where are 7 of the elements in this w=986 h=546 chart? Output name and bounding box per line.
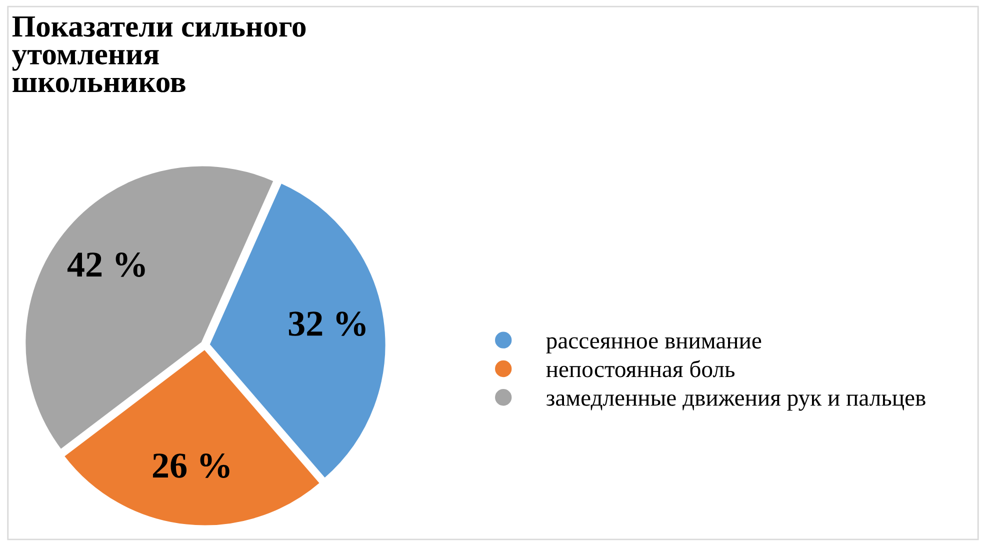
data-label: 26 % (152, 453, 230, 478)
data-label: 32 % (288, 312, 366, 336)
legend-label: замедленные движения рук и пальцев (546, 394, 926, 411)
legend-label: рассеянное внимание (546, 337, 762, 354)
chart-title: Показатели сильного утомления школьников (12, 16, 306, 92)
data-label: 42 % (67, 252, 145, 277)
legend-label: непостоянная боль (546, 360, 735, 378)
